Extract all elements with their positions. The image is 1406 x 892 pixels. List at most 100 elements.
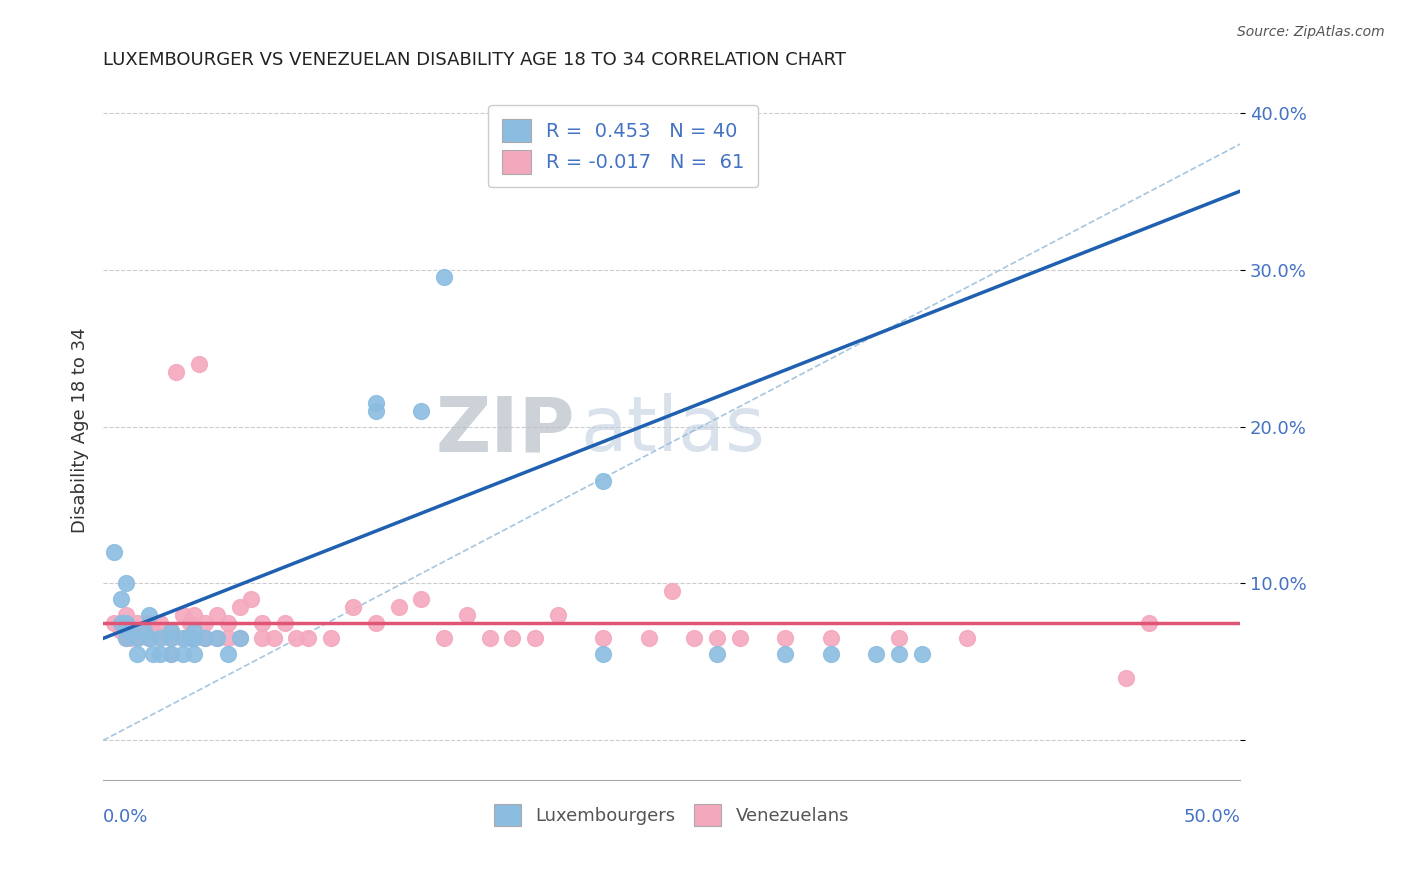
Point (110, 592, 132, 607)
Point (217, 632, 239, 646)
Point (194, 632, 217, 646)
Point (172, 647, 194, 661)
Point (149, 647, 172, 661)
Point (205, 632, 228, 646)
Point (217, 647, 239, 661)
Point (297, 632, 319, 646)
Point (103, 615, 125, 630)
Point (194, 632, 217, 646)
Point (160, 624, 183, 638)
Point (115, 607, 138, 622)
Point (592, 475, 614, 489)
Point (149, 615, 172, 630)
Point (263, 632, 285, 646)
Point (706, 647, 728, 661)
Point (364, 404, 387, 418)
Point (110, 615, 132, 630)
Point (149, 632, 172, 646)
Point (274, 615, 297, 630)
Point (342, 600, 364, 615)
Point (820, 647, 842, 661)
Point (127, 632, 149, 646)
Text: atlas: atlas (581, 393, 765, 467)
Point (205, 632, 228, 646)
Point (165, 365, 187, 379)
Point (478, 632, 501, 646)
Point (592, 632, 614, 646)
Point (142, 624, 165, 638)
Point (127, 632, 149, 646)
Text: ZIP: ZIP (436, 393, 575, 467)
Text: Source: ZipAtlas.com: Source: ZipAtlas.com (1237, 25, 1385, 39)
Point (172, 632, 194, 646)
Point (179, 615, 201, 630)
Point (127, 615, 149, 630)
Point (411, 592, 433, 607)
Point (183, 607, 205, 622)
Point (911, 647, 934, 661)
Point (728, 632, 751, 646)
Point (411, 404, 433, 418)
Point (120, 624, 142, 638)
Point (183, 632, 205, 646)
Point (138, 632, 160, 646)
Point (138, 615, 160, 630)
Point (228, 600, 250, 615)
Point (524, 632, 547, 646)
Point (775, 632, 797, 646)
Point (1137, 615, 1160, 630)
Point (115, 615, 138, 630)
Y-axis label: Disability Age 18 to 34: Disability Age 18 to 34 (72, 327, 89, 533)
Point (364, 615, 387, 630)
Point (160, 632, 183, 646)
Point (115, 632, 138, 646)
Point (239, 592, 262, 607)
Point (127, 647, 149, 661)
Point (388, 600, 411, 615)
Point (501, 632, 523, 646)
Point (132, 624, 155, 638)
Point (456, 607, 478, 622)
Point (138, 607, 160, 622)
Point (179, 632, 201, 646)
Point (956, 632, 979, 646)
Point (115, 632, 138, 646)
Text: LUXEMBOURGER VS VENEZUELAN DISABILITY AGE 18 TO 34 CORRELATION CHART: LUXEMBOURGER VS VENEZUELAN DISABILITY AG… (103, 51, 846, 69)
Legend: Luxembourgers, Venezuelans: Luxembourgers, Venezuelans (486, 797, 856, 833)
Text: 50.0%: 50.0% (1184, 807, 1240, 825)
Point (887, 632, 910, 646)
Point (228, 632, 250, 646)
Point (172, 632, 194, 646)
Point (820, 632, 842, 646)
Point (160, 647, 183, 661)
Point (120, 632, 142, 646)
Point (228, 632, 250, 646)
Point (149, 632, 172, 646)
Point (217, 615, 239, 630)
Point (160, 632, 183, 646)
Point (115, 576, 138, 591)
Point (1115, 671, 1137, 685)
Point (285, 632, 308, 646)
Point (183, 647, 205, 661)
Point (172, 607, 194, 622)
Point (433, 632, 456, 646)
Point (592, 647, 614, 661)
Point (637, 632, 659, 646)
Point (183, 624, 205, 638)
Point (103, 545, 125, 559)
Point (138, 632, 160, 646)
Point (319, 632, 342, 646)
Point (252, 632, 274, 646)
Point (433, 270, 456, 285)
Point (683, 632, 706, 646)
Point (706, 632, 728, 646)
Point (132, 624, 155, 638)
Point (142, 647, 165, 661)
Point (775, 647, 797, 661)
Point (160, 624, 183, 638)
Point (887, 647, 910, 661)
Text: 0.0%: 0.0% (103, 807, 149, 825)
Point (205, 607, 228, 622)
Point (187, 357, 209, 371)
